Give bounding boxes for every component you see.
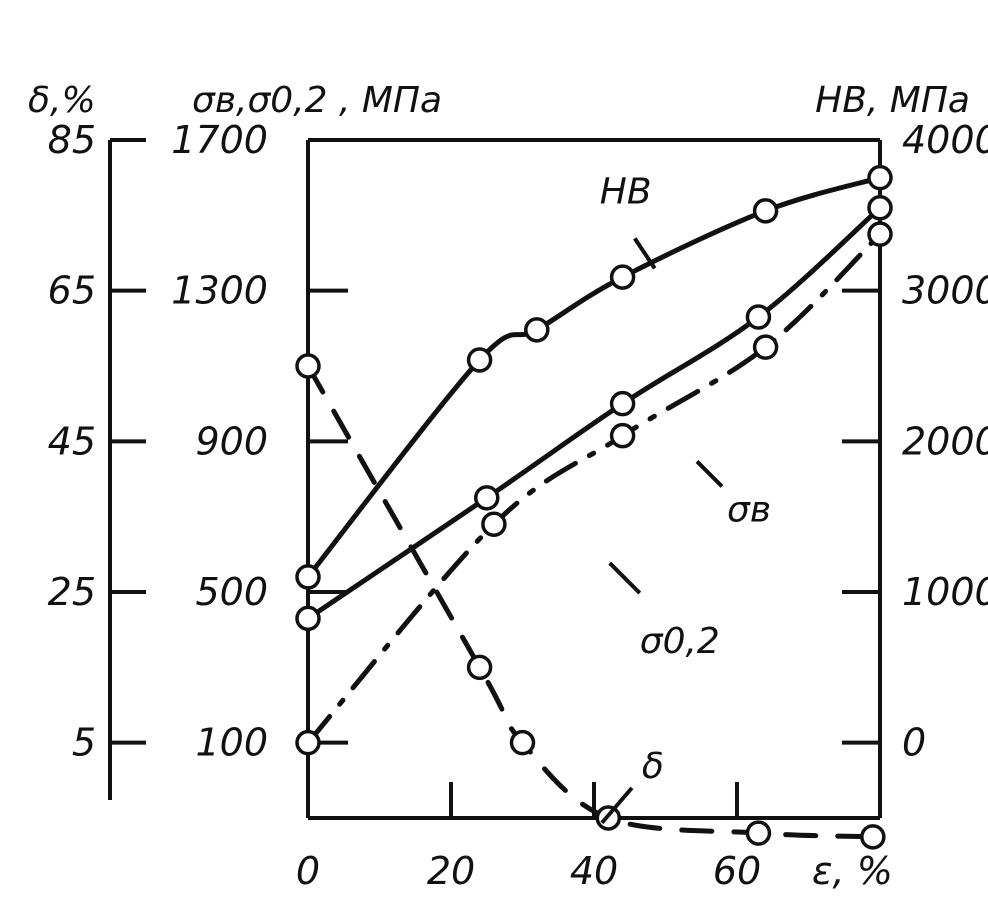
sigma-02-point [752, 334, 779, 360]
sigma-02-point [295, 729, 321, 756]
delta-point [295, 353, 321, 379]
delta-tick-label: 85 [48, 118, 96, 162]
sigma-02-label-leader [608, 561, 642, 595]
delta-point [466, 654, 493, 681]
hb-tick-label: 2000 [902, 419, 988, 463]
sigma-b-point [295, 605, 321, 632]
sigma-tick-label: 900 [195, 419, 268, 463]
hb-tick-label: 3000 [902, 269, 988, 313]
sigma-axis-title: σв,σ0,2 , МПа [192, 80, 442, 121]
sigma-b-label-leader [695, 459, 724, 488]
delta-tick-label: 65 [48, 269, 96, 313]
sigma-02-series-label: σ0,2 [640, 621, 720, 662]
hb-series-label: НВ [600, 171, 652, 212]
delta-point [509, 729, 536, 756]
delta-tick-label: 45 [48, 419, 96, 463]
x-tick-label: 60 [713, 849, 761, 893]
hb-axis-title: НВ, МПа [815, 80, 970, 121]
sigma-b-point [609, 390, 636, 417]
sigma-b-point [474, 485, 500, 511]
hb-point [295, 564, 321, 590]
hb-point [524, 317, 550, 343]
sigma-tick-label: 1300 [171, 269, 268, 313]
delta-label-leader [600, 786, 634, 825]
delta-tick-label: 25 [48, 570, 96, 614]
delta-series-label: δ [642, 746, 664, 787]
x-tick-label: 40 [570, 849, 618, 893]
delta-axis-title: δ,% [28, 80, 96, 121]
sigma-tick-label: 100 [195, 721, 268, 765]
hb-tick-label: 4000 [902, 118, 988, 162]
hb-tick-label: 0 [902, 721, 926, 765]
sigma-02-point [481, 511, 507, 537]
delta-tick-label: 5 [72, 721, 96, 765]
sigma-02-curve [305, 231, 883, 746]
sigma-tick-label: 500 [195, 570, 268, 614]
sigma-02-point [609, 422, 636, 449]
hb-point [609, 264, 636, 290]
sigma-b-series-label: σв [727, 489, 771, 530]
delta-point [745, 820, 772, 846]
hb-label-leader [633, 237, 657, 270]
sigma-02-point [867, 221, 893, 247]
sigma-tick-label: 1700 [171, 118, 268, 162]
delta-curve [305, 363, 876, 840]
delta-point [860, 824, 886, 850]
hb-point [752, 198, 779, 224]
sigma-b-point [745, 304, 772, 330]
sigma-b-curve [305, 205, 883, 621]
hb-point [466, 347, 493, 373]
hb-point [867, 164, 893, 191]
x-axis-title: ε, % [812, 849, 893, 893]
x-tick-label: 0 [296, 849, 320, 893]
x-tick-label: 20 [427, 849, 475, 893]
sigma-b-point [867, 195, 893, 221]
